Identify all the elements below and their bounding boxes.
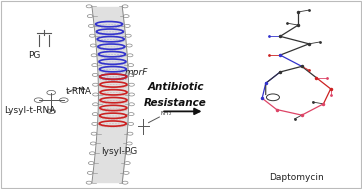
Text: t-RNA: t-RNA (65, 87, 91, 96)
Text: PG: PG (28, 51, 40, 60)
Text: Antibiotic: Antibiotic (147, 82, 204, 92)
Text: Resistance: Resistance (144, 98, 207, 108)
Text: Daptomycin: Daptomycin (269, 174, 324, 183)
Text: mprF: mprF (125, 68, 148, 77)
Text: lysyl-PG: lysyl-PG (102, 147, 138, 156)
Text: NH$_2$: NH$_2$ (160, 109, 172, 118)
Text: Lysyl-t-RNA: Lysyl-t-RNA (4, 106, 56, 115)
